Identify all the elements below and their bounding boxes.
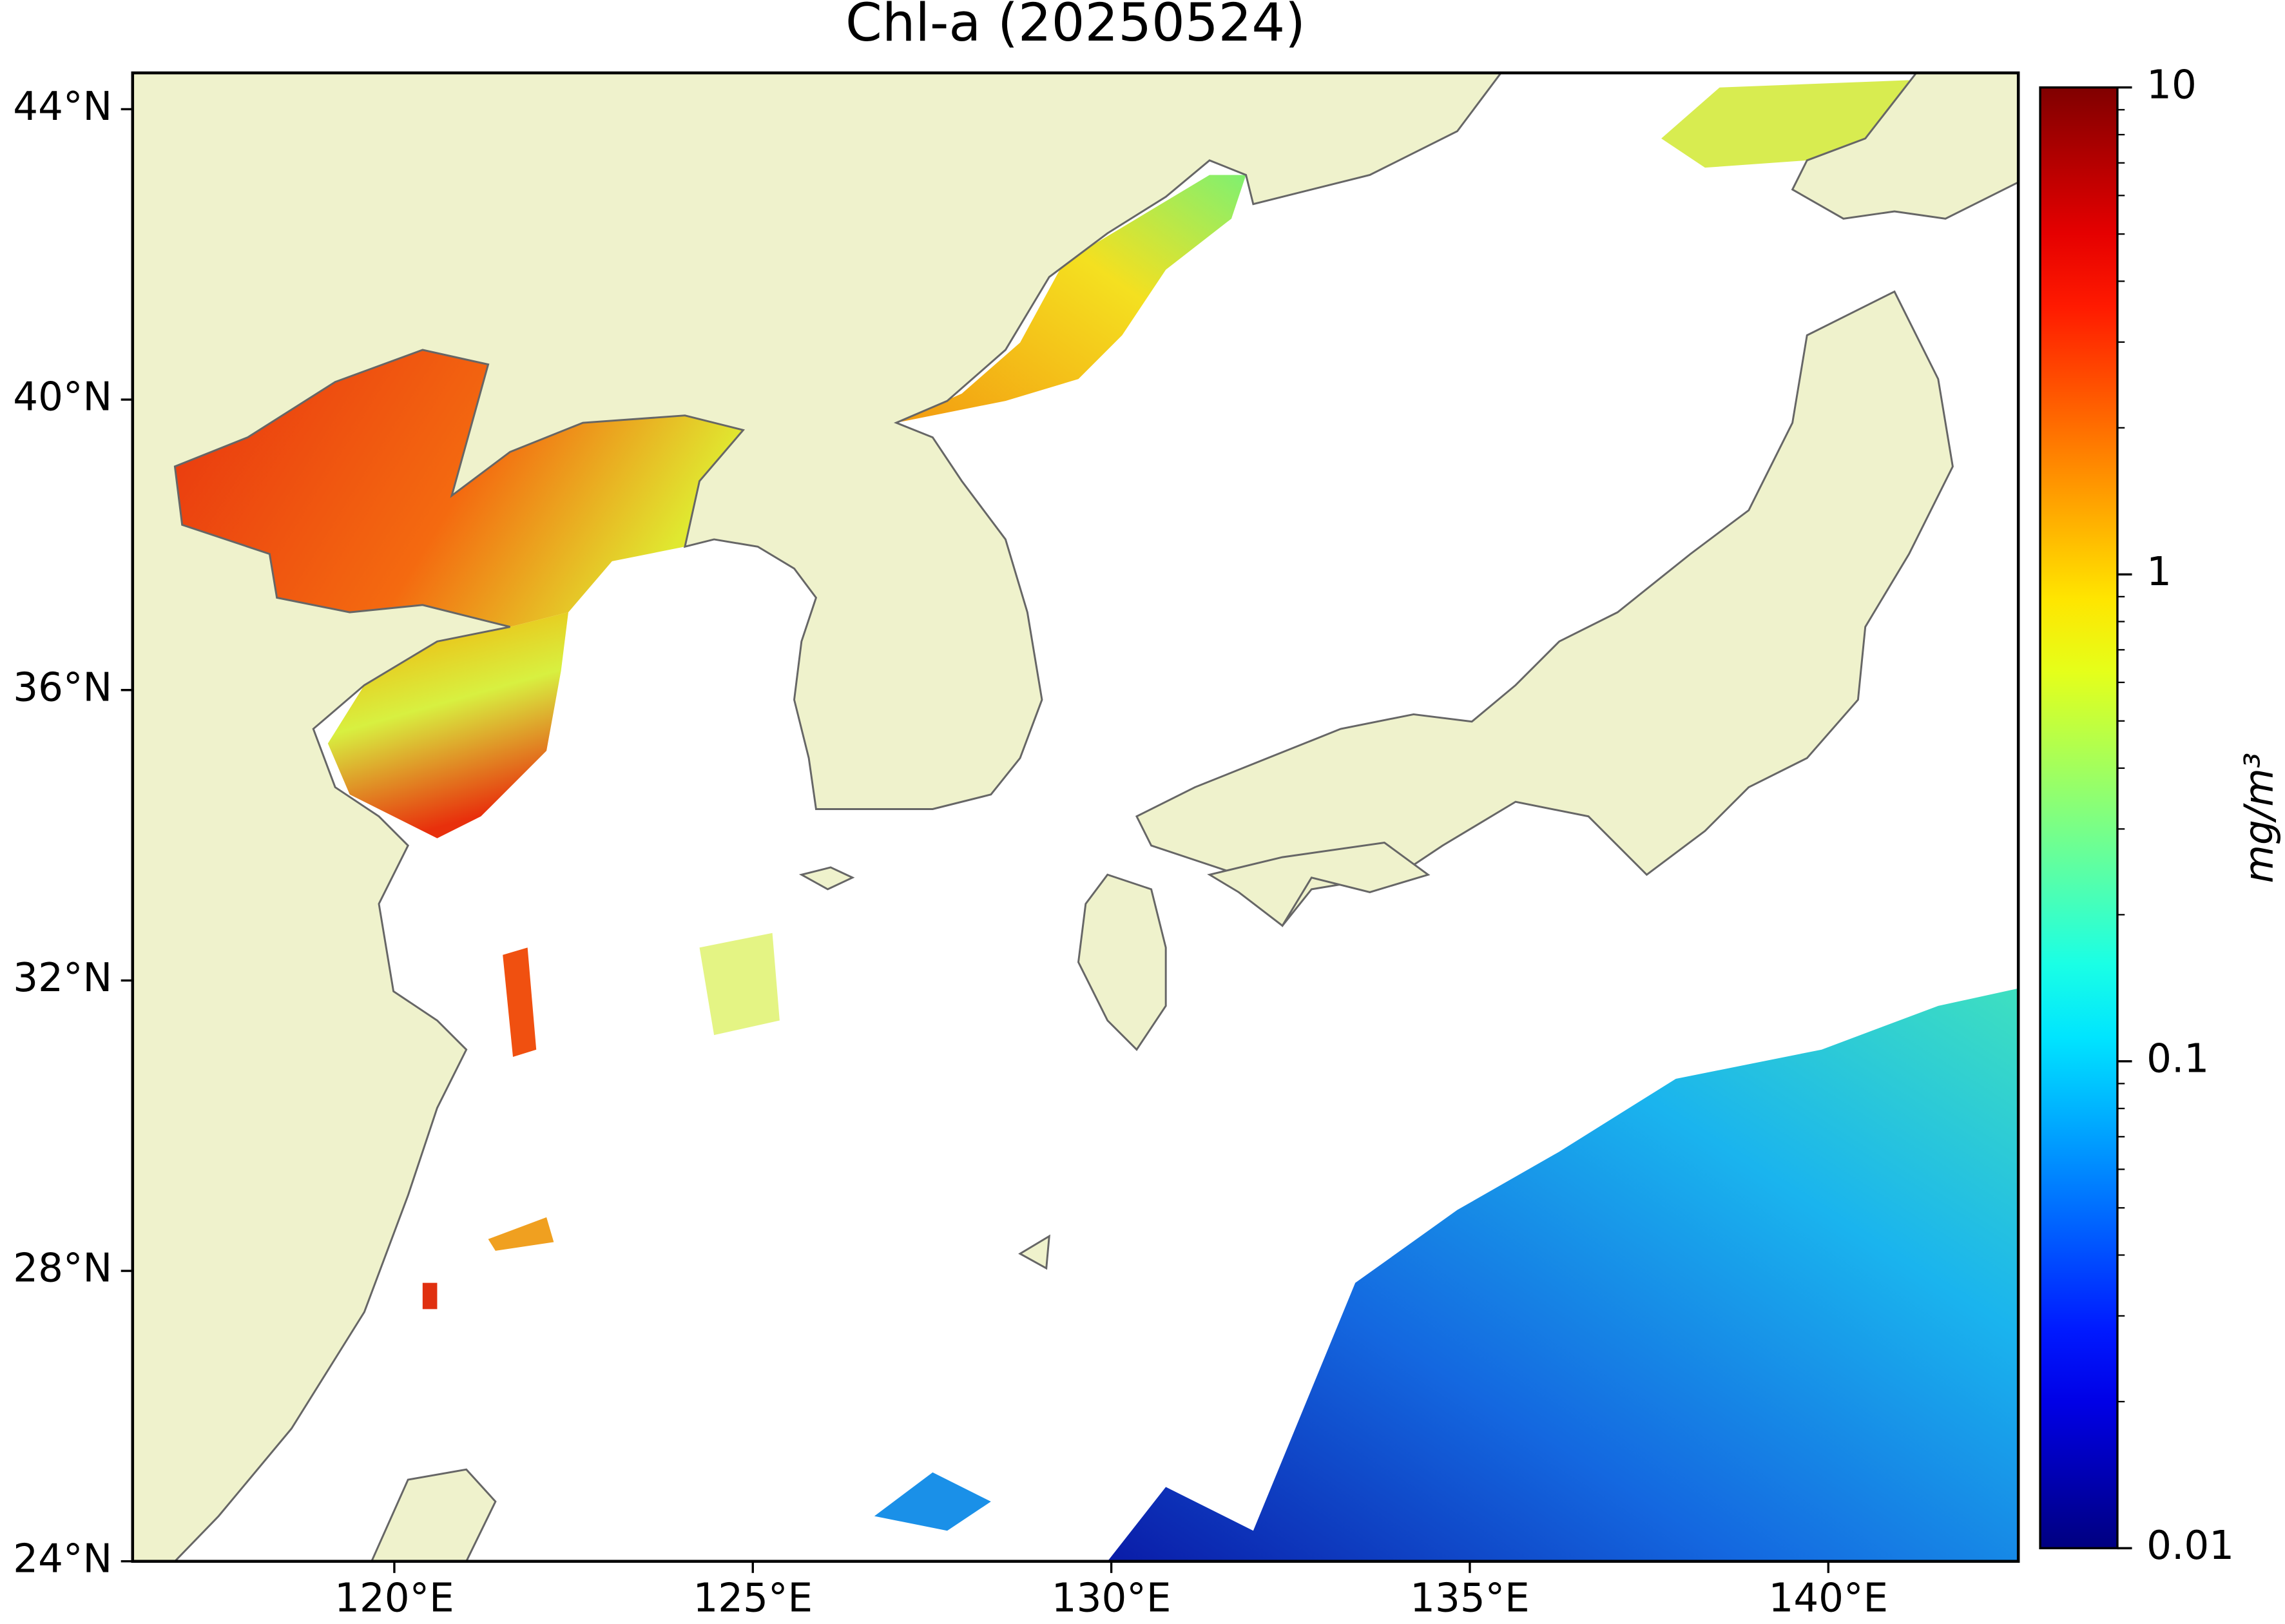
chl-patch bbox=[488, 1217, 554, 1251]
y-tick-label: 32°N bbox=[13, 955, 112, 1001]
y-tick-label: 44°N bbox=[13, 84, 112, 130]
map-area bbox=[132, 73, 2019, 1561]
chl-patch bbox=[503, 947, 537, 1058]
y-tick-label: 28°N bbox=[13, 1246, 112, 1291]
y-tick-label: 40°N bbox=[13, 374, 112, 420]
land bbox=[371, 1468, 497, 1561]
y-tick-label: 24°N bbox=[13, 1536, 112, 1581]
land bbox=[1077, 873, 1167, 1052]
chl-patch bbox=[699, 933, 780, 1036]
chl-patch bbox=[896, 175, 1246, 423]
land bbox=[798, 866, 855, 891]
chl-patch bbox=[1107, 988, 2019, 1561]
colorbar-label: mg/m³ bbox=[2236, 753, 2282, 884]
land bbox=[1018, 1234, 1050, 1270]
x-tick-label: 130°E bbox=[1052, 1575, 1171, 1621]
x-tick-label: 125°E bbox=[693, 1575, 813, 1621]
chl-patch bbox=[175, 349, 744, 627]
map-frame bbox=[131, 71, 2020, 1563]
colorbar-tick-label: 0.01 bbox=[2146, 1523, 2234, 1569]
y-tick-label: 36°N bbox=[13, 664, 112, 710]
chl-patch bbox=[327, 612, 568, 838]
colorbar-tick-label: 10 bbox=[2146, 62, 2197, 108]
x-tick-label: 140°E bbox=[1768, 1575, 1888, 1621]
land bbox=[1207, 841, 1431, 927]
x-tick-label: 120°E bbox=[334, 1575, 454, 1621]
land bbox=[132, 73, 1503, 1561]
colorbar bbox=[2039, 86, 2119, 1550]
chl-patch bbox=[422, 1282, 438, 1310]
chl-patch bbox=[874, 1472, 991, 1531]
colorbar-tick-label: 1 bbox=[2146, 549, 2172, 595]
land bbox=[1791, 73, 2019, 220]
title: Chl-a (20250524) bbox=[845, 0, 1306, 53]
colorbar-tick-label: 0.1 bbox=[2146, 1036, 2209, 1081]
x-tick-label: 135°E bbox=[1410, 1575, 1530, 1621]
